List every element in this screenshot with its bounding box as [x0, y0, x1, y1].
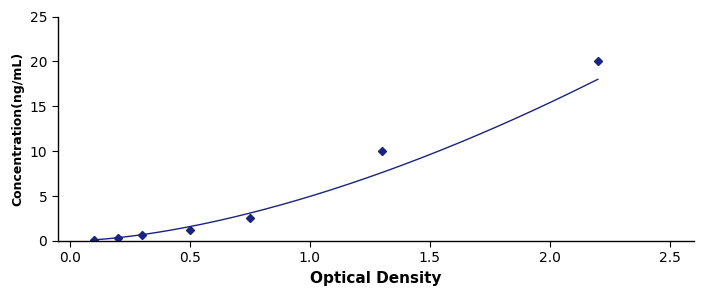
Y-axis label: Concentration(ng/mL): Concentration(ng/mL) — [11, 52, 24, 206]
X-axis label: Optical Density: Optical Density — [310, 271, 441, 286]
